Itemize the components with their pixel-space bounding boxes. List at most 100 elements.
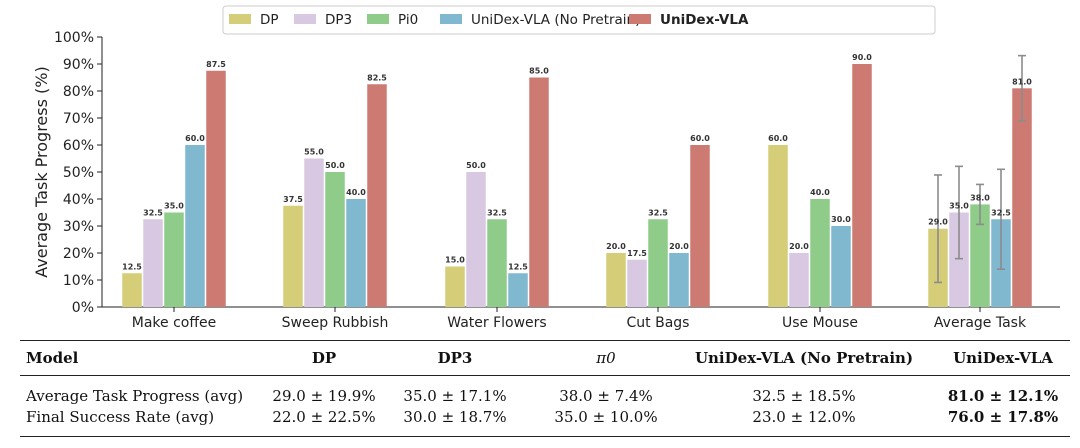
data-label: 30.0 <box>831 215 851 224</box>
table-row-label: Final Success Rate (avg) <box>26 408 215 426</box>
x-tick-label: Water Flowers <box>447 315 546 331</box>
bar <box>487 219 507 307</box>
bar <box>768 145 788 307</box>
data-label: 12.5 <box>122 262 142 271</box>
bar <box>852 64 872 307</box>
table-cell: 30.0 ± 18.7% <box>403 408 507 426</box>
data-label: 50.0 <box>466 161 486 170</box>
legend-label: UniDex-VLA <box>660 12 749 28</box>
y-tick-label: 0% <box>72 300 94 316</box>
x-tick-label: Average Task <box>934 315 1027 331</box>
bar-chart: 0% 10% 20% 30% 40% 50% 60% 70% 80% 90% 100% Average… <box>32 5 1060 331</box>
table-header-dp: DP <box>311 349 337 367</box>
y-tick-label: 10% <box>63 273 94 289</box>
table-header-pi0: π0 <box>596 349 616 367</box>
data-label: 29.0 <box>928 218 948 227</box>
data-label: 60.0 <box>690 134 710 143</box>
table-header-unidex-no-pretrain: UniDex-VLA (No Pretrain) <box>694 349 914 367</box>
data-label: 32.5 <box>648 208 668 217</box>
bar <box>367 84 387 307</box>
data-label: 32.5 <box>487 208 507 217</box>
legend-swatch <box>440 14 462 24</box>
y-tick-label: 90% <box>63 57 94 73</box>
data-label: 87.5 <box>206 60 226 69</box>
bar <box>606 253 626 307</box>
bar <box>325 172 345 307</box>
table-cell: 76.0 ± 17.8% <box>947 408 1059 426</box>
bar <box>949 212 969 307</box>
bar <box>283 205 303 307</box>
x-tick-label: Make coffee <box>132 315 216 331</box>
y-tick-label: 50% <box>63 165 94 181</box>
data-label: 85.0 <box>529 67 549 76</box>
x-tick-label: Use Mouse <box>782 315 858 331</box>
bar <box>789 253 809 307</box>
data-label: 12.5 <box>508 262 528 271</box>
y-tick-label: 70% <box>63 111 94 127</box>
y-tick-label: 100% <box>54 30 94 46</box>
data-label: 38.0 <box>970 193 990 202</box>
bar <box>508 273 528 307</box>
bar <box>185 145 205 307</box>
bar <box>627 259 647 307</box>
table-header-dp3: DP3 <box>437 349 473 367</box>
data-label: 32.5 <box>991 208 1011 217</box>
bar <box>143 219 163 307</box>
table-cell: 29.0 ± 19.9% <box>272 387 376 405</box>
x-tick-label: Cut Bags <box>627 315 690 331</box>
bar <box>1012 88 1032 307</box>
data-label: 40.0 <box>346 188 366 197</box>
data-label: 32.5 <box>143 208 163 217</box>
y-tick-label: 80% <box>63 84 94 100</box>
table-cell: 35.0 ± 10.0% <box>554 408 658 426</box>
data-label: 15.0 <box>445 256 465 265</box>
bar <box>466 172 486 307</box>
legend-swatch <box>367 14 389 24</box>
data-label: 35.0 <box>164 202 184 211</box>
data-label: 55.0 <box>304 148 324 157</box>
bar <box>206 70 226 307</box>
bar <box>164 212 184 307</box>
data-label: 90.0 <box>852 53 872 62</box>
x-tick-label: Sweep Rubbish <box>282 315 389 331</box>
legend-label: DP3 <box>325 12 352 28</box>
table-header-unidex-vla: UniDex-VLA <box>953 349 1053 367</box>
data-label: 20.0 <box>606 242 626 251</box>
legend-swatch <box>294 14 316 24</box>
bar <box>304 158 324 307</box>
data-label: 60.0 <box>185 134 205 143</box>
table-cell: 23.0 ± 12.0% <box>752 408 856 426</box>
data-label: 60.0 <box>768 134 788 143</box>
table-row-label: Average Task Progress (avg) <box>26 387 244 405</box>
legend-swatch <box>229 14 251 24</box>
table-cell: 22.0 ± 22.5% <box>272 408 376 426</box>
y-tick-label: 30% <box>63 219 94 235</box>
table-cell: 32.5 ± 18.5% <box>752 387 856 405</box>
data-label: 40.0 <box>810 188 830 197</box>
bar <box>529 77 549 307</box>
legend <box>222 5 936 35</box>
legend-swatch <box>629 14 651 24</box>
table-cell: 35.0 ± 17.1% <box>403 387 507 405</box>
legend-label: Pi0 <box>398 12 418 28</box>
data-label: 82.5 <box>367 73 387 82</box>
legend-label: DP <box>260 12 279 28</box>
bar <box>690 145 710 307</box>
data-label: 17.5 <box>627 249 647 258</box>
data-label: 37.5 <box>283 195 303 204</box>
data-label: 50.0 <box>325 161 345 170</box>
bar <box>445 266 465 307</box>
bar <box>669 253 689 307</box>
data-label: 20.0 <box>669 242 689 251</box>
bar <box>346 199 366 307</box>
bar <box>970 204 990 307</box>
bar <box>648 219 668 307</box>
bar <box>810 199 830 307</box>
table-header-model: Model <box>26 349 79 367</box>
data-label: 35.0 <box>949 202 969 211</box>
data-label: 81.0 <box>1012 77 1032 86</box>
y-tick-label: 20% <box>63 246 94 262</box>
legend-label: UniDex-VLA (No Pretrain) <box>471 12 640 28</box>
table-cell: 81.0 ± 12.1% <box>947 387 1059 405</box>
bar <box>122 273 142 307</box>
